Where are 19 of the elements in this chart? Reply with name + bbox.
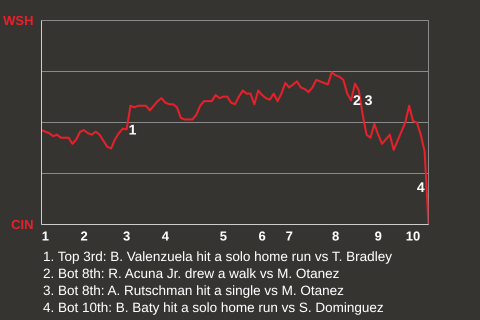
text: 4. Bot 10th: B. Baty hit a solo home run vs S. Dominguez [43,300,384,315]
annotation: 3 [364,92,373,108]
text: 3. Bot 8th: A. Rutschman hit a single vs M. Otanez [43,283,344,298]
text: 1. Top 3rd: B. Valenzuela hit a solo home run vs T. Bradley [43,249,392,264]
x-tick-label: 8 [332,228,340,244]
x-tick-label: 9 [374,228,382,244]
x-tick-label: 3 [123,228,130,244]
x-tick-label: 5 [220,228,228,244]
text: WSH [3,13,34,28]
text: 2. Bot 8th: R. Acuna Jr. drew a walk vs M. Otanez [43,266,340,281]
annotation: 1 [128,122,137,138]
x-tick-label: 2 [80,228,88,244]
annotation: 4 [416,178,425,195]
x-tick-label: 10 [406,228,420,244]
x-tick-label: 7 [286,228,293,244]
x-tick-label: 4 [162,228,170,244]
x-tick-label: 6 [258,228,266,244]
text: CIN [11,217,34,232]
x-tick-label: 1 [42,228,49,244]
